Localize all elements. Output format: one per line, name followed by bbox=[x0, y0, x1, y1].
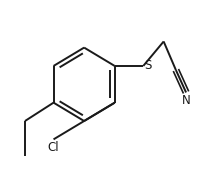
Text: N: N bbox=[181, 94, 190, 108]
Text: Cl: Cl bbox=[48, 141, 59, 154]
Text: S: S bbox=[144, 60, 151, 72]
